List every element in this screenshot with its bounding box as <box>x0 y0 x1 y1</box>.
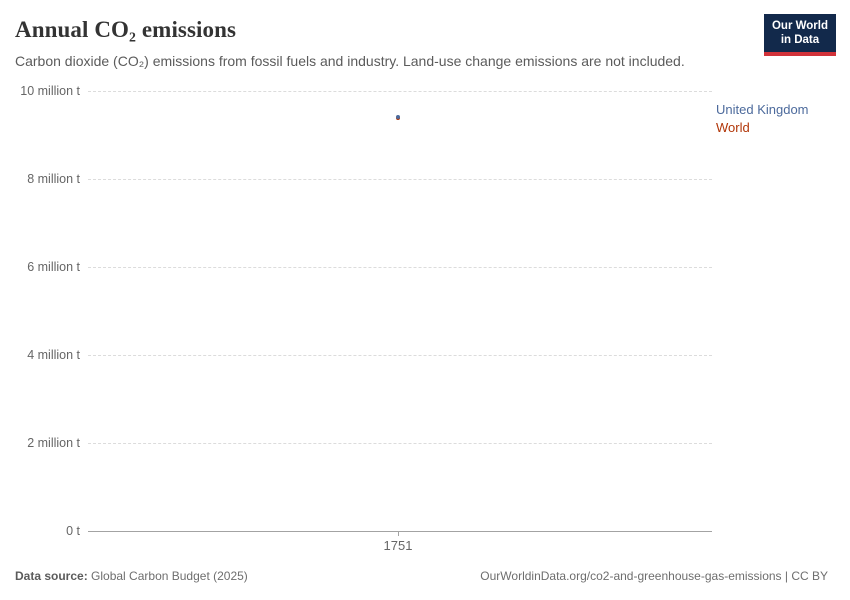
y-tick-label-8m: 8 million t <box>27 172 80 186</box>
footer-data-source-value: Global Carbon Budget (2025) <box>87 569 248 583</box>
legend-label-united-kingdom[interactable]: United Kingdom <box>716 102 809 117</box>
footer-data-source-label: Data source: <box>15 569 88 583</box>
footer-data-source: Data source: Global Carbon Budget (2025) <box>15 569 248 583</box>
gridline-4m <box>88 355 712 356</box>
y-tick-label-10m: 10 million t <box>20 84 80 98</box>
owid-logo[interactable]: Our World in Data <box>763 14 836 56</box>
x-tick-label: 1751 <box>383 538 413 553</box>
owid-logo-line1: Our World <box>771 20 828 32</box>
x-axis-line <box>88 531 712 532</box>
y-tick-label-6m: 6 million t <box>27 260 80 274</box>
chart-subtitle: Carbon dioxide (CO₂) emissions from foss… <box>15 53 685 69</box>
y-tick-label-0: 0 t <box>66 524 80 538</box>
gridline-8m <box>88 179 712 180</box>
gridline-2m <box>88 443 712 444</box>
y-tick-label-2m: 2 million t <box>27 436 80 450</box>
x-axis-tick <box>398 531 399 536</box>
footer-attribution-link[interactable]: OurWorldinData.org/co2-and-greenhouse-ga… <box>480 569 828 583</box>
owid-logo-line2: in Data <box>780 34 820 47</box>
y-tick-label-4m: 4 million t <box>27 348 80 362</box>
legend-label-world[interactable]: World <box>716 120 750 135</box>
gridline-10m <box>88 91 712 92</box>
gridline-6m <box>88 267 712 268</box>
chart-title: Annual CO₂ emissions <box>15 17 237 42</box>
data-point-united-kingdom[interactable] <box>396 115 400 119</box>
